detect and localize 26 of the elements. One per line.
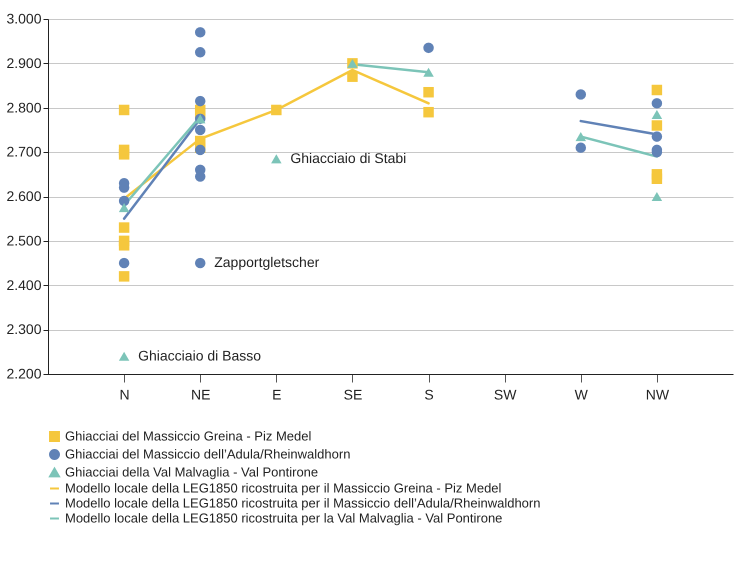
- y-tick-label: 3.000: [6, 10, 42, 26]
- x-tick-label: SE: [344, 386, 362, 402]
- y-tick-label: 2.600: [6, 188, 42, 204]
- y-tick-label: 2.800: [6, 99, 42, 116]
- legend-label: Ghiacciai del Massiccio dell’Adula/Rheinwaldhorn: [65, 446, 350, 462]
- y-tick-label: 2.200: [6, 366, 42, 382]
- legend-label: Modello locale della LEG1850 ricostruita per la Val Malvaglia - Val Pontirone: [65, 510, 502, 526]
- legend-label: Modello locale della LEG1850 ricostruita per il Massiccio dell’Adula/Rheinwaldhorn: [65, 496, 540, 510]
- x-tick-label: S: [424, 386, 434, 402]
- x-tick-label: E: [272, 386, 282, 402]
- x-tick-label: SW: [494, 386, 518, 402]
- annotation: Ghiacciaio di Stabi: [290, 150, 406, 166]
- legend-label: Modello locale della LEG1850 ricostruita per il Massiccio Greina - Piz Medel: [65, 480, 502, 496]
- x-tick-label: NW: [646, 386, 670, 402]
- x-tick-label: N: [120, 386, 130, 402]
- legend-label: Ghiacciai del Massiccio Greina - Piz Medel: [65, 428, 312, 444]
- y-tick-label: 2.500: [6, 232, 42, 248]
- annotation: Ghiacciaio di Basso: [138, 347, 262, 364]
- legend-label: Ghiacciai della Val Malvaglia - Val Pontirone: [65, 464, 318, 480]
- y-tick-label: 2.900: [6, 54, 42, 71]
- x-tick-label: W: [574, 386, 589, 402]
- y-tick-label: 2.700: [6, 144, 42, 160]
- annotation: Zapportgletscher: [214, 254, 320, 270]
- y-tick-label: 2.400: [6, 276, 42, 293]
- y-tick-label: 2.300: [6, 321, 42, 338]
- x-tick-label: NE: [190, 386, 210, 402]
